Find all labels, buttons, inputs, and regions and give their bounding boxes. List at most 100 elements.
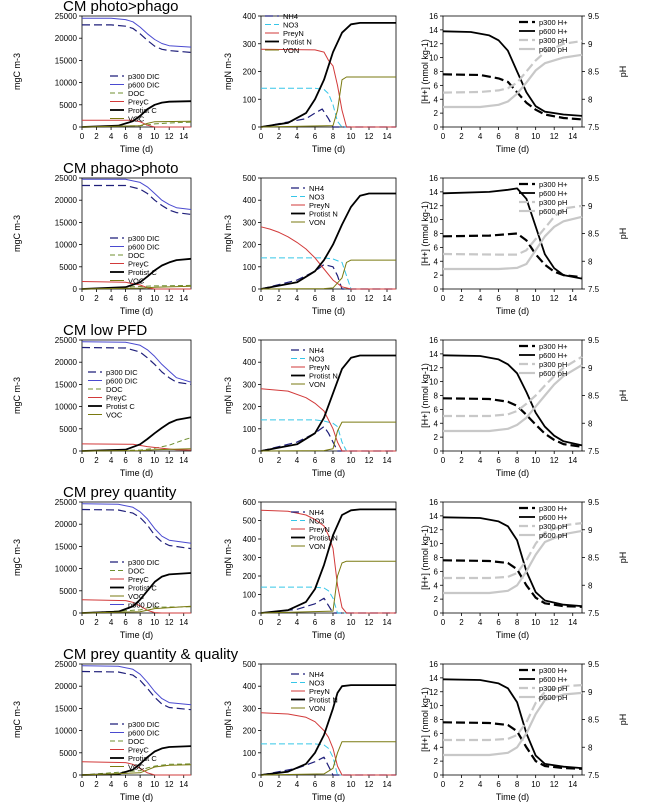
r3-nitrogen-x-tick-label: 4 xyxy=(295,618,300,627)
r4-carbonate-x-tick-label: 12 xyxy=(550,780,559,789)
r0-nitrogen-x-axis-label: Time (d) xyxy=(312,144,345,154)
r2-nitrogen-series-protist-n xyxy=(260,354,396,452)
r3-carbon-x-tick-label: 2 xyxy=(94,618,99,627)
r2-carbon-x-axis-label: Time (d) xyxy=(120,468,153,478)
r2-nitrogen-x-tick-label: 2 xyxy=(277,456,282,465)
r4-carbonate-x-tick-label: 10 xyxy=(531,780,540,789)
r0-carbonate-y-tick-label: 6 xyxy=(434,81,439,90)
r4-carbon-legend-label: DOC xyxy=(128,737,145,746)
r4-carbonate-x-tick-label: 0 xyxy=(441,780,446,789)
r0-carbonate-y-tick-label: 8 xyxy=(434,68,439,77)
r2-carbonate-y2-tick-label: 9 xyxy=(588,364,593,373)
r4-nitrogen-series-no3 xyxy=(261,743,396,776)
r1-carbonate-series-p300-h- xyxy=(442,232,583,279)
r1-carbon-y-tick-label: 25000 xyxy=(55,174,78,183)
r4-carbonate-legend-label: p300 pH xyxy=(539,684,567,693)
r2-carbonate-y2-axis-label: pH xyxy=(618,390,628,402)
r3-nitrogen-x-tick-label: 10 xyxy=(347,618,356,627)
r2-carbonate-y-tick-label: 10 xyxy=(429,378,438,387)
r2-nitrogen-legend-label: Protist N xyxy=(309,372,338,381)
r1-carbonate-y-axis-label: [H+] (nmol kg-1) xyxy=(420,201,430,266)
r3-nitrogen-y-tick-label: 0 xyxy=(252,609,257,618)
r3-carbonate-x-tick-label: 0 xyxy=(441,618,446,627)
r2-carbon-series-protist-c xyxy=(81,416,192,452)
r2-nitrogen-x-axis-label: Time (d) xyxy=(312,468,345,478)
r2-carbon-series-voc xyxy=(81,448,192,452)
r2-nitrogen-y-tick-label: 0 xyxy=(252,447,257,456)
r2-carbon-y-tick-label: 0 xyxy=(73,447,78,456)
r2-carbonate-x-tick-label: 2 xyxy=(459,456,464,465)
r3-carbonate-legend-label: p600 pH xyxy=(539,531,567,540)
r4-nitrogen-legend-label: NH4 xyxy=(309,670,324,679)
r1-nitrogen-y-tick-label: 0 xyxy=(252,285,257,294)
r0-carbon-y-tick-label: 10000 xyxy=(55,79,78,88)
r2-carbonate-y2-tick-label: 8 xyxy=(588,419,593,428)
r4-nitrogen-x-tick-label: 8 xyxy=(331,780,336,789)
r3-carbonate-series-p600-ph xyxy=(443,529,583,595)
r3-carbonate-y-axis-label: [H+] (nmol kg-1) xyxy=(420,525,430,590)
r4-nitrogen-x-tick-label: 2 xyxy=(277,780,282,789)
r3-carbon-x-tick-label: 12 xyxy=(165,618,174,627)
row-title-4: CM prey quantity xyxy=(63,484,177,501)
r2-carbon-plot-frame xyxy=(81,339,192,452)
r0-carbonate-y-tick-label: 0 xyxy=(434,123,439,132)
r3-carbon-x-tick-label: 4 xyxy=(109,618,114,627)
r1-carbon-y-tick-label: 10000 xyxy=(55,241,78,250)
r4-nitrogen-series-von xyxy=(260,741,396,776)
r3-carbon-x-axis-label: Time (d) xyxy=(120,630,153,640)
r1-carbon-x-tick-label: 8 xyxy=(138,294,143,303)
r2-carbon-legend-label: p300 DIC xyxy=(106,368,138,377)
r2-nitrogen-x-tick-label: 14 xyxy=(383,456,392,465)
r4-carbon-y-tick-label: 20000 xyxy=(55,682,78,691)
r3-carbonate-y-tick-label: 8 xyxy=(434,554,439,563)
r0-nitrogen-x-tick-label: 2 xyxy=(277,132,282,141)
r0-carbonate-y-tick-label: 16 xyxy=(429,12,438,21)
r3-carbonate-x-tick-label: 12 xyxy=(550,618,559,627)
r1-carbonate-x-tick-label: 0 xyxy=(441,294,446,303)
r2-carbonate-x-tick-label: 12 xyxy=(550,456,559,465)
r2-nitrogen-series-no3 xyxy=(261,419,396,452)
r0-carbon-legend-label: PreyC xyxy=(128,98,149,107)
r4-carbon-y-tick-label: 5000 xyxy=(59,749,77,758)
r2-carbonate-y-tick-label: 8 xyxy=(434,392,439,401)
r1-carbon-legend-label: VOC xyxy=(128,277,145,286)
r0-carbon-x-tick-label: 14 xyxy=(179,132,188,141)
r1-carbonate-x-tick-label: 6 xyxy=(496,294,501,303)
r2-carbonate-y2-tick-label: 9.5 xyxy=(588,336,600,345)
r0-nitrogen-legend-label: VON xyxy=(283,46,299,55)
r2-nitrogen-y-tick-label: 100 xyxy=(243,425,257,434)
r2-carbonate-x-axis-label: Time (d) xyxy=(496,468,529,478)
r0-carbon-legend-label: DOC xyxy=(128,89,145,98)
r0-nitrogen-series-no3 xyxy=(261,87,396,128)
r4-carbon-x-axis-label: Time (d) xyxy=(120,792,153,802)
r3-carbonate-y-tick-label: 0 xyxy=(434,609,439,618)
r0-carbon-x-tick-label: 8 xyxy=(138,132,143,141)
r3-carbon-y-tick-label: 20000 xyxy=(55,520,78,529)
r3-carbon-plot-frame xyxy=(81,501,192,614)
r4-carbon-x-tick-label: 14 xyxy=(179,780,188,789)
r0-nitrogen-x-tick-label: 10 xyxy=(347,132,356,141)
r3-nitrogen-series-nh4 xyxy=(260,597,396,614)
r1-carbonate-y2-tick-label: 9.5 xyxy=(588,174,600,183)
r4-carbon-x-tick-label: 4 xyxy=(109,780,114,789)
r3-carbon-legend-label: p600 DIC xyxy=(128,601,160,610)
r3-carbonate-y-tick-label: 6 xyxy=(434,567,439,576)
r0-carbon-series-protist-c xyxy=(81,100,192,128)
r1-nitrogen-x-axis-label: Time (d) xyxy=(312,306,345,316)
r0-carbonate-x-tick-label: 6 xyxy=(496,132,501,141)
r4-nitrogen-legend-label: Protist N xyxy=(309,696,338,705)
r1-carbonate-series-p300-ph xyxy=(442,204,583,256)
r0-carbon-legend-label: p600 DIC xyxy=(128,81,160,90)
r2-nitrogen-x-tick-label: 10 xyxy=(347,456,356,465)
r4-carbonate-y-tick-label: 10 xyxy=(429,702,438,711)
r2-carbonate-y-tick-label: 2 xyxy=(434,433,439,442)
r3-carbonate-y-tick-label: 2 xyxy=(434,595,439,604)
r3-carbon-y-axis-label: mgC m-3 xyxy=(12,539,22,576)
r4-nitrogen-x-tick-label: 12 xyxy=(365,780,374,789)
r1-carbon-y-tick-label: 20000 xyxy=(55,196,78,205)
r0-carbonate-x-axis-label: Time (d) xyxy=(496,144,529,154)
r1-nitrogen-x-tick-label: 14 xyxy=(383,294,392,303)
r1-carbon-series-preyc xyxy=(81,281,191,290)
r1-nitrogen-series-protist-n xyxy=(260,192,396,290)
r1-nitrogen-series-preyn xyxy=(260,226,396,290)
